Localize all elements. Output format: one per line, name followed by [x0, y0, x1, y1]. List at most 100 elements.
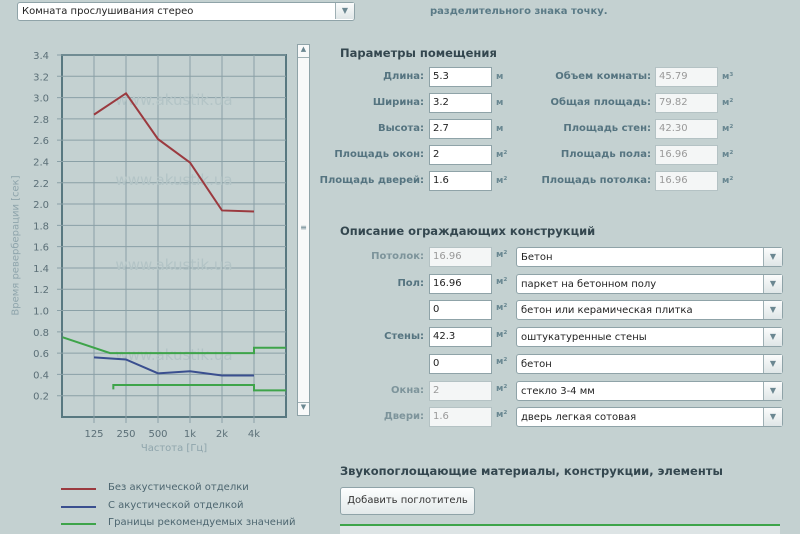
construction-label: Двери:	[383, 411, 424, 423]
material-select[interactable]: бетон ▼	[516, 353, 783, 374]
x-tick-label: 125	[84, 429, 103, 440]
y-tick-label: 3.2	[33, 72, 49, 83]
preset-select[interactable]: Комната прослушивания стерео ▼	[17, 2, 355, 21]
legend-item: Границы рекомендуемых значений	[108, 517, 296, 528]
param-input[interactable]: 2.7	[429, 119, 492, 139]
param-label: Площадь потолка:	[541, 175, 651, 186]
chevron-down-icon[interactable]: ▼	[763, 301, 782, 320]
construction-area-input[interactable]: 0	[429, 353, 492, 374]
param-unit: м³	[722, 72, 734, 82]
note-text: разделительного знака точку.	[430, 6, 608, 17]
recommended-lower-bound	[112, 384, 286, 392]
scroll-down-icon[interactable]: ▼	[298, 402, 309, 415]
param-label: Ширина:	[372, 97, 424, 108]
construction-label: Потолок:	[371, 251, 424, 262]
material-select[interactable]: паркет на бетонном полу ▼	[516, 273, 783, 294]
param-label: Площадь дверей:	[319, 175, 424, 186]
param-label: Площадь окон:	[334, 149, 424, 160]
preset-value: Комната прослушивания стерео	[22, 6, 194, 17]
chevron-down-icon[interactable]: ▼	[763, 354, 782, 373]
param-unit: м²	[722, 124, 734, 134]
recommended-upper-bound	[62, 336, 286, 355]
constructions-title: Описание ограждающих конструкций	[340, 224, 596, 238]
legend-item: Без акустической отделки	[108, 482, 249, 493]
construction-label: Пол:	[397, 277, 424, 289]
y-tick-label: 2.2	[33, 179, 49, 190]
param-readonly: 45.79	[655, 67, 718, 87]
absorbers-table-header	[340, 524, 780, 534]
material-select[interactable]: стекло 3-4 мм ▼	[516, 380, 783, 401]
material-value: оштукатуренные стены	[521, 332, 647, 344]
legend-item: С акустической отделкой	[108, 500, 244, 511]
construction-area-input[interactable]: 16.96	[429, 273, 492, 294]
scroll-up-icon[interactable]: ▲	[298, 45, 309, 58]
watermark: www.akustik.ua	[115, 346, 232, 364]
y-tick-label: 1.6	[33, 243, 49, 254]
construction-unit: м²	[496, 383, 508, 394]
param-unit: м²	[496, 150, 508, 160]
y-tick-label: 2.0	[33, 200, 49, 211]
param-readonly: 16.96	[655, 145, 718, 165]
y-tick-label: 1.0	[33, 307, 49, 318]
scroll-grip-icon[interactable]: ≡	[300, 223, 307, 232]
construction-label: Окна:	[391, 384, 424, 396]
x-tick-label: 1k	[184, 429, 196, 440]
watermark: www.akustik.ua	[115, 171, 232, 189]
material-select[interactable]: дверь легкая сотовая ▼	[516, 407, 783, 428]
param-label: Длина:	[383, 71, 424, 82]
chevron-down-icon[interactable]: ▼	[763, 381, 782, 400]
chart-scrollbar[interactable]: ▲ ≡ ▼	[297, 44, 310, 416]
material-select[interactable]: оштукатуренные стены ▼	[516, 327, 783, 348]
y-tick-label: 1.2	[33, 285, 49, 296]
chevron-down-icon[interactable]: ▼	[763, 248, 782, 266]
param-unit: м	[496, 98, 504, 108]
series-without-treatment	[93, 91, 255, 213]
y-tick-label: 3.0	[33, 94, 49, 105]
construction-unit: м²	[496, 410, 508, 421]
y-tick-label: 3.4	[33, 51, 49, 62]
add-absorber-button[interactable]: Добавить поглотитель	[340, 487, 475, 515]
watermark: www.akustik.ua	[115, 256, 232, 274]
chevron-down-icon[interactable]: ▼	[335, 3, 354, 19]
param-unit: м²	[722, 150, 734, 160]
param-unit: м²	[722, 98, 734, 108]
y-tick-label: 1.4	[33, 264, 49, 275]
x-tick-label: 2k	[216, 429, 228, 440]
legend-swatch-green	[61, 523, 96, 525]
material-select[interactable]: бетон или керамическая плитка ▼	[516, 300, 783, 321]
param-input[interactable]: 2	[429, 145, 492, 165]
param-unit: м	[496, 72, 504, 82]
y-tick-label: 0.8	[33, 328, 49, 339]
chevron-down-icon[interactable]: ▼	[763, 408, 782, 427]
x-axis-label: Частота [Гц]	[140, 443, 208, 454]
construction-unit: м²	[496, 356, 508, 367]
param-label: Объем комнаты:	[555, 71, 651, 82]
x-tick-label: 500	[148, 429, 167, 440]
param-input[interactable]: 1.6	[429, 171, 492, 191]
legend-swatch-red	[61, 488, 96, 490]
reverb-chart: 3.4 3.2 3.0 2.8 2.6 2.4 2.2 2.0 1.8 1.6 1.4 1.2 1.0 0…	[33, 51, 287, 440]
param-unit: м²	[722, 176, 734, 186]
construction-area-input: 16.96	[429, 247, 492, 267]
plot-area	[61, 54, 287, 418]
material-select[interactable]: Бетон ▼	[516, 247, 783, 267]
param-label: Высота:	[377, 123, 424, 134]
watermark: www.akustik.ua	[115, 91, 232, 109]
param-label: Общая площадь:	[550, 97, 652, 108]
x-tick-label: 250	[116, 429, 135, 440]
param-unit: м²	[496, 176, 508, 186]
chevron-down-icon[interactable]: ▼	[763, 274, 782, 293]
legend-swatch-blue	[61, 506, 96, 508]
construction-unit: м²	[496, 250, 508, 260]
param-input[interactable]: 5.3	[429, 67, 492, 87]
param-input[interactable]: 3.2	[429, 93, 492, 113]
params-title: Параметры помещения	[340, 46, 497, 60]
material-value: бетон или керамическая плитка	[521, 305, 693, 317]
construction-area-input[interactable]: 0	[429, 300, 492, 321]
construction-area-input[interactable]: 42.3	[429, 327, 492, 348]
x-tick-label: 4k	[248, 429, 260, 440]
absorbers-title: Звукопоглощающие материалы, конструкции,…	[340, 464, 723, 478]
construction-unit: м²	[496, 303, 508, 314]
construction-label: Стены:	[384, 331, 424, 343]
chevron-down-icon[interactable]: ▼	[763, 328, 782, 347]
